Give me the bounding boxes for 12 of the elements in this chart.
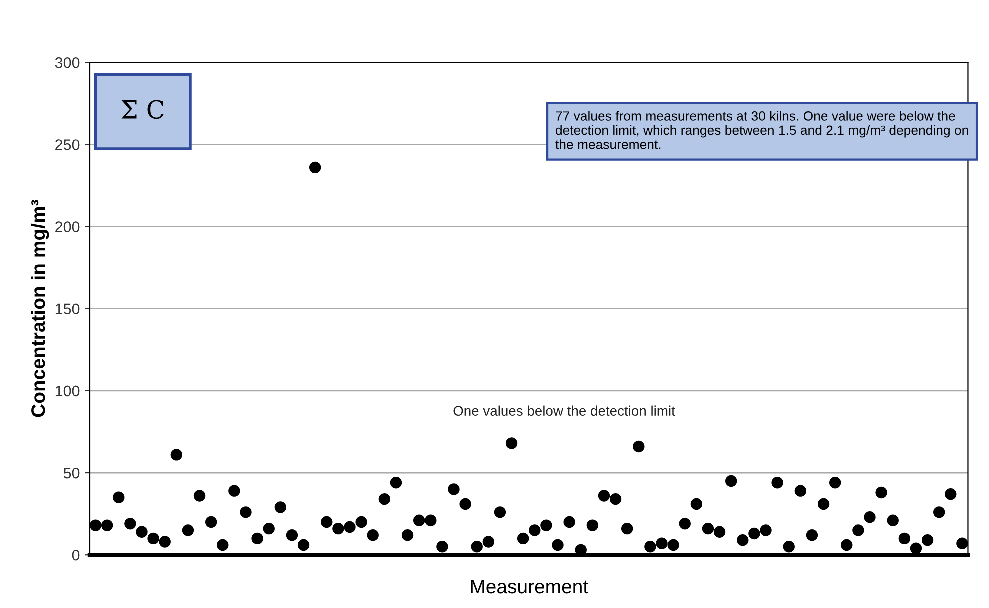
y-tick-label: 300 bbox=[55, 57, 80, 68]
annotation: 77 values from measurements at 30 kilns. One value were below the detection limit, which ranges between 1.5 and 2.1 mg/m³ depending on the measurement. bbox=[556, 111, 968, 150]
y-tick-label: 100 bbox=[56, 386, 80, 397]
y-tick-label: 50 bbox=[64, 468, 80, 479]
y-tick-label: 250 bbox=[56, 140, 80, 150]
annotation: One values below the detection limit bbox=[454, 406, 676, 416]
x-axis-title: Measurement bbox=[471, 580, 588, 594]
y-tick-label: 200 bbox=[56, 222, 80, 232]
y-tick-label: 150 bbox=[56, 304, 80, 315]
y-axis-title: Concentration in mg/m³ bbox=[31, 200, 50, 418]
text: Σ C bbox=[122, 100, 164, 120]
y-tick-label: 0 bbox=[72, 550, 80, 561]
